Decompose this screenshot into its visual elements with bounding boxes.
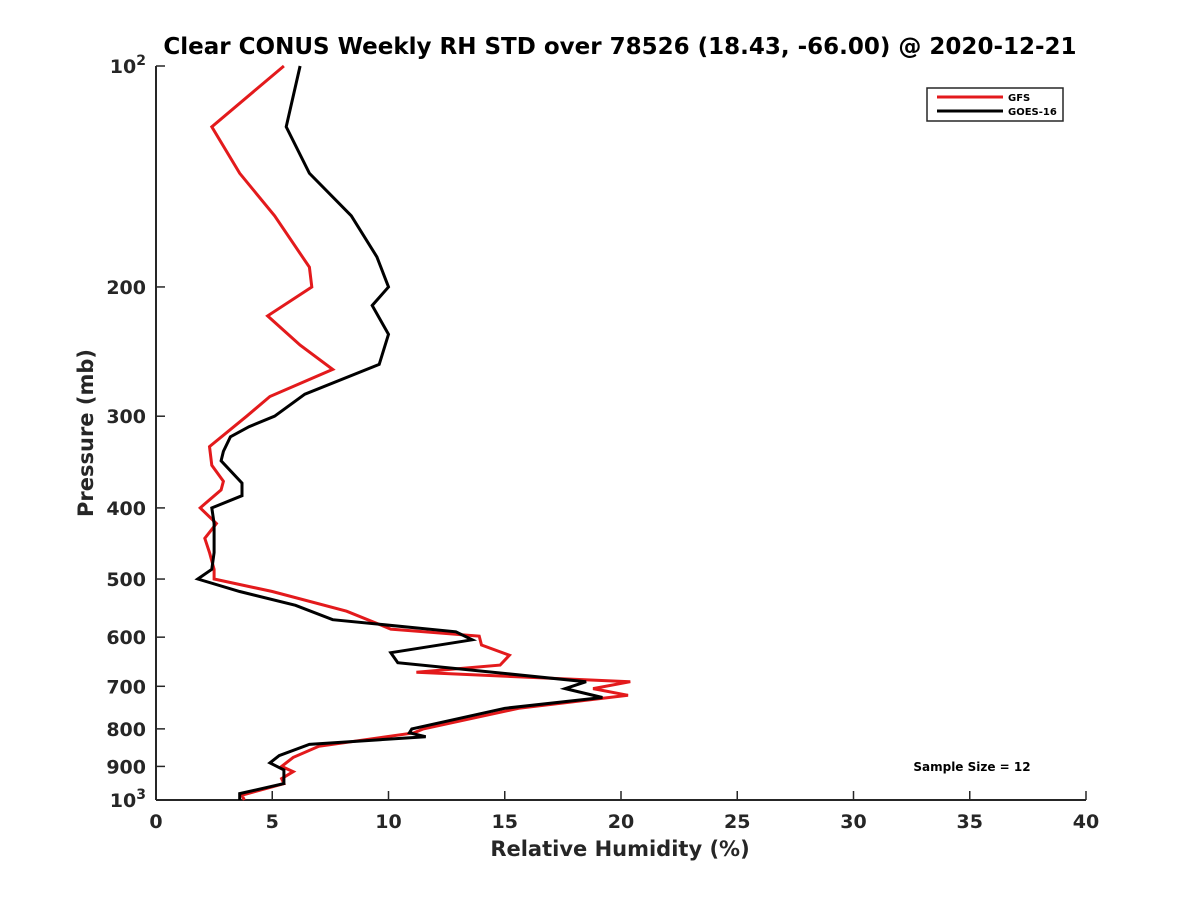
x-tick-label-4: 20	[608, 811, 634, 833]
series-line-goes-16	[194, 65, 603, 800]
y-tick-label-0: 102	[110, 53, 146, 78]
chart-title: Clear CONUS Weekly RH STD over 78526 (18…	[163, 34, 1076, 60]
y-axis-label: Pressure (mb)	[74, 349, 98, 517]
y-tick-label-3: 400	[106, 498, 146, 520]
x-tick-label-2: 10	[375, 811, 401, 833]
legend-label-1: GOES-16	[1008, 107, 1057, 118]
y-tick-label-9: 103	[110, 787, 146, 812]
legend: GFS GOES-16	[926, 87, 1064, 122]
x-tick-label-1: 5	[266, 811, 279, 833]
x-tick-label-8: 40	[1073, 811, 1099, 833]
y-tick-label-6: 700	[106, 676, 146, 698]
y-tick-label-1: 200	[106, 277, 146, 299]
legend-box	[926, 87, 1064, 122]
x-tick-label-3: 15	[492, 811, 518, 833]
x-tick-label-0: 0	[149, 811, 162, 833]
x-tick-label-6: 30	[840, 811, 866, 833]
y-tick-label-2: 300	[106, 406, 146, 428]
sample-size-annotation: Sample Size = 12	[913, 760, 1030, 774]
x-tick-label-7: 35	[957, 811, 983, 833]
y-tick-label-7: 800	[106, 719, 146, 741]
x-tick-label-5: 25	[724, 811, 750, 833]
y-tick-label-8: 900	[106, 756, 146, 778]
y-tick-label-4: 500	[106, 569, 146, 591]
legend-label-0: GFS	[1008, 93, 1030, 104]
x-axis-label: Relative Humidity (%)	[490, 837, 749, 861]
plot-area: 0 5 10 15 20 25 30 35 40 102 200 300 400 500 600 700 800…	[106, 53, 1099, 833]
y-tick-label-5: 600	[106, 627, 146, 649]
